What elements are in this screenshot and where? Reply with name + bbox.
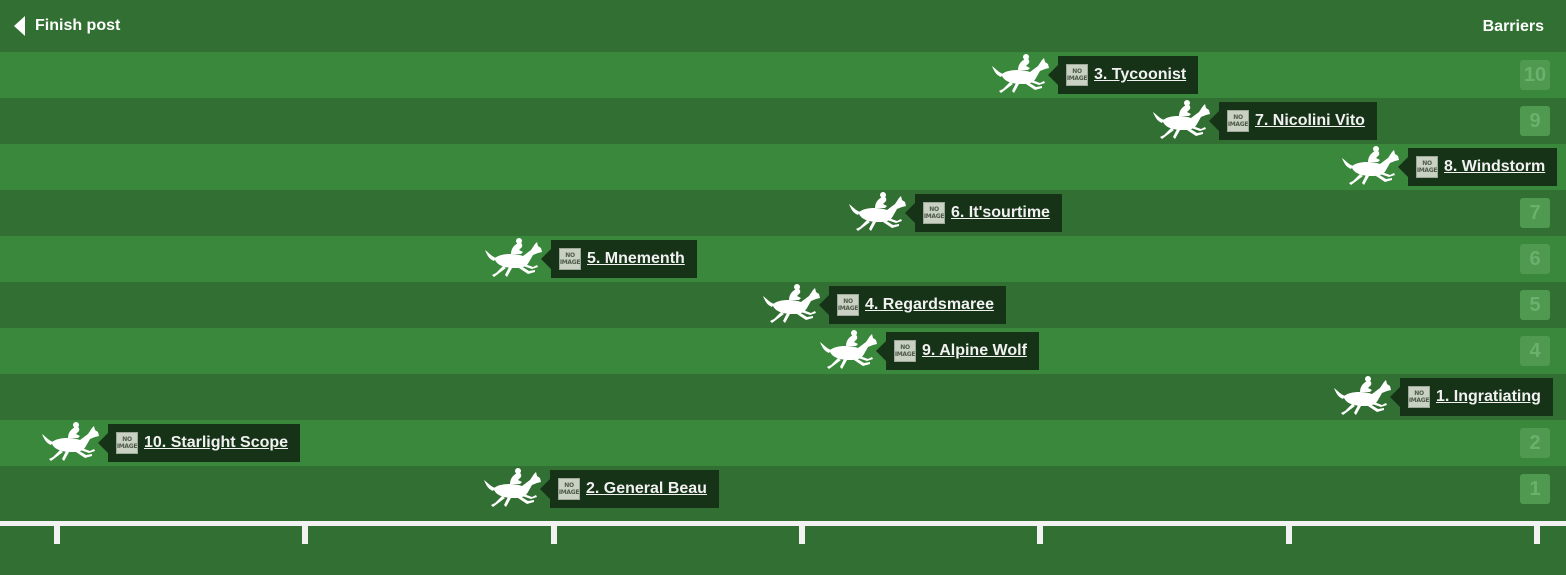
runner-name-link[interactable]: 10. Starlight Scope: [144, 434, 289, 451]
no-image-icon: NO IMAGE: [894, 340, 916, 362]
no-image-icon: NO IMAGE: [1227, 110, 1249, 132]
no-image-icon: NO IMAGE: [923, 202, 945, 224]
horse-icon: [485, 238, 542, 277]
runner-tag[interactable]: NO IMAGE 1. Ingratiating: [1390, 378, 1553, 416]
barrier-number: 4: [1520, 336, 1550, 366]
horse-icon: [763, 284, 820, 323]
runner-tag[interactable]: NO IMAGE 8. Windstorm: [1397, 148, 1558, 186]
axis-tick: [551, 521, 557, 544]
runner-name-link[interactable]: 2. General Beau: [586, 480, 707, 497]
lane-10: 10 NO IMAGE 3. Tycoonist: [0, 52, 1566, 98]
axis-tick: [302, 521, 308, 544]
runner-tag[interactable]: NO IMAGE 6. It'sourtime: [905, 194, 1062, 232]
runner[interactable]: NO IMAGE 6. It'sourtime: [847, 192, 1062, 234]
horse-icon: [992, 54, 1049, 93]
barrier-number: 10: [1520, 60, 1550, 90]
horse-icon: [849, 192, 906, 231]
runner-name-link[interactable]: 8. Windstorm: [1444, 158, 1546, 175]
horse-icon: [820, 330, 877, 369]
no-image-icon: NO IMAGE: [1416, 156, 1438, 178]
no-image-icon: NO IMAGE: [837, 294, 859, 316]
runner-name-link[interactable]: 3. Tycoonist: [1094, 66, 1187, 83]
runner-tag[interactable]: NO IMAGE 3. Tycoonist: [1047, 56, 1199, 94]
runner[interactable]: NO IMAGE 9. Alpine Wolf: [818, 330, 1039, 372]
barrier-number: 7: [1520, 198, 1550, 228]
lane-2: 2 NO IMAGE 10. Starlight Scope: [0, 420, 1566, 466]
no-image-icon: NO IMAGE: [1408, 386, 1430, 408]
barrier-number: 5: [1520, 290, 1550, 320]
axis-tick: [1534, 521, 1540, 544]
lane-5: 5 NO IMAGE 4. Regardsmaree: [0, 282, 1566, 328]
runner-tag[interactable]: NO IMAGE 9. Alpine Wolf: [876, 332, 1039, 370]
barrier-number: 6: [1520, 244, 1550, 274]
lane-7: 7 NO IMAGE 6. It'sourtime: [0, 190, 1566, 236]
lane-4: 4 NO IMAGE 9. Alpine Wolf: [0, 328, 1566, 374]
runner[interactable]: NO IMAGE 1. Ingratiating: [1332, 376, 1553, 418]
runner-tag[interactable]: NO IMAGE 7. Nicolini Vito: [1209, 102, 1377, 140]
horse-icon: [1153, 100, 1210, 139]
finish-post-label: Finish post: [35, 17, 121, 34]
horse-icon: [1342, 146, 1399, 185]
horse-icon: [1334, 376, 1391, 415]
no-image-icon: NO IMAGE: [116, 432, 138, 454]
horse-icon: [42, 422, 99, 461]
runner[interactable]: NO IMAGE 3. Tycoonist: [990, 54, 1199, 96]
distance-axis: [0, 521, 1566, 526]
lane-1: 1 NO IMAGE 2. General Beau: [0, 466, 1566, 512]
barriers-heading: Barriers: [1482, 18, 1544, 35]
runner-tag[interactable]: NO IMAGE 10. Starlight Scope: [97, 424, 301, 462]
runner[interactable]: NO IMAGE 8. Windstorm: [1340, 146, 1558, 188]
barrier-number: 9: [1520, 106, 1550, 136]
track-footer: [0, 526, 1566, 575]
runner[interactable]: NO IMAGE 7. Nicolini Vito: [1151, 100, 1377, 142]
runner-name-link[interactable]: 5. Mnementh: [587, 250, 685, 267]
axis-tick: [1286, 521, 1292, 544]
race-lanes: 10 NO IMAGE 3. Tycoonist 9 NO IMAGE 7. Nic…: [0, 52, 1566, 512]
runner-name-link[interactable]: 9. Alpine Wolf: [922, 342, 1027, 359]
runner-name-link[interactable]: 7. Nicolini Vito: [1255, 112, 1365, 129]
runner-name-link[interactable]: 4. Regardsmaree: [865, 296, 994, 313]
runner[interactable]: NO IMAGE 4. Regardsmaree: [761, 284, 1006, 326]
lane-6: 6 NO IMAGE 5. Mnementh: [0, 236, 1566, 282]
header: Finish post Barriers: [0, 0, 1566, 52]
barrier-number: 1: [1520, 474, 1550, 504]
no-image-icon: NO IMAGE: [1066, 64, 1088, 86]
no-image-icon: NO IMAGE: [558, 478, 580, 500]
runner-name-link[interactable]: 6. It'sourtime: [951, 204, 1050, 221]
runner[interactable]: NO IMAGE 5. Mnementh: [483, 238, 697, 280]
runner-tag[interactable]: NO IMAGE 4. Regardsmaree: [819, 286, 1006, 324]
chevron-left-icon: [14, 16, 25, 36]
runner[interactable]: NO IMAGE 10. Starlight Scope: [40, 422, 301, 464]
no-image-icon: NO IMAGE: [559, 248, 581, 270]
runner-tag[interactable]: NO IMAGE 5. Mnementh: [541, 240, 697, 278]
horse-icon: [484, 468, 541, 507]
runner-tag[interactable]: NO IMAGE 2. General Beau: [540, 470, 719, 508]
barrier-number: 2: [1520, 428, 1550, 458]
lane-9: 9 NO IMAGE 7. Nicolini Vito: [0, 98, 1566, 144]
axis-tick: [54, 521, 60, 544]
runner-name-link[interactable]: 1. Ingratiating: [1436, 388, 1541, 405]
finish-post-button[interactable]: Finish post: [14, 16, 120, 36]
runner[interactable]: NO IMAGE 2. General Beau: [482, 468, 719, 510]
axis-tick: [1037, 521, 1043, 544]
axis-tick: [799, 521, 805, 544]
